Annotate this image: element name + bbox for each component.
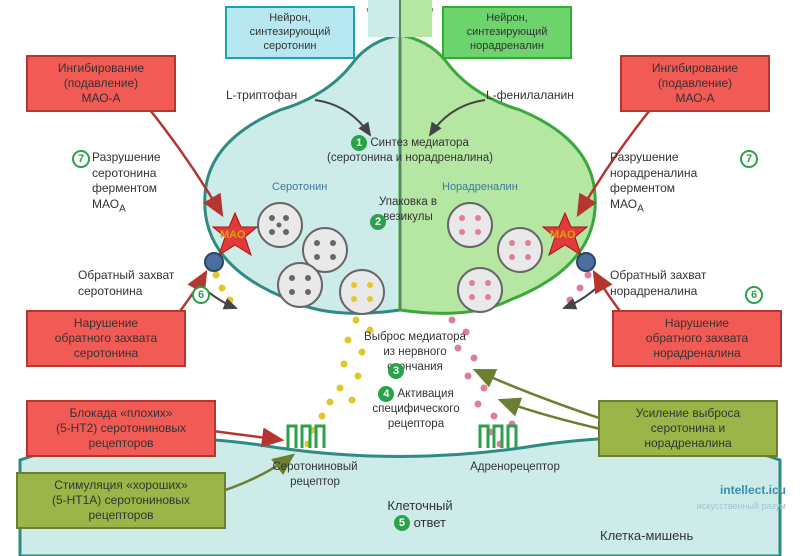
box-reuptake-left: Нарушениеобратного захватасеротонина [26,310,186,367]
step2-circle: 2 [370,214,386,230]
step1-circle: 1 [351,135,367,151]
adreno-receptor-label: Адренорецептор [455,460,575,475]
cell-response: Клеточный 5 ответ [360,498,480,532]
label-noradrenaline: Норадреналин [442,180,518,194]
step7-circle-r: 7 [740,150,758,168]
box-inhibit-mao-left: Ингибирование(подавление)МАО‑А [26,55,176,112]
step3-circle: 3 [388,363,404,379]
box-stim-5ht1a: Стимуляция «хороших»(5‑НТ1А) серотонинов… [16,472,226,529]
neuron-box-left: Нейрон,синтезирующийсеротонин [225,6,355,59]
target-cell-label: Клетка‑мишень [600,528,693,545]
mao-text-right: МАО [550,228,576,242]
box-block-5ht2: Блокада «плохих»(5‑НТ2) серотониновыхрец… [26,400,216,457]
internal-step2: Упаковка ввезикулы [348,195,468,225]
step7-circle-l: 7 [72,150,90,168]
internal-step1: 1 Синтез медиатора(серотонина и норадрен… [310,135,510,166]
watermark: intellect.icu искусственный разум [697,483,786,514]
box-inhibit-mao-right: Ингибирование(подавление)МАО‑А [620,55,770,112]
precursor-right: L‑фенилаланин [486,88,574,104]
sero-receptor-label: Серотониновыйрецептор [255,460,375,490]
arrow-block-5ht2 [205,430,282,440]
precursor-left: L‑триптофан [226,88,297,104]
step3-label: Выброс медиатораиз нервногоокончания [340,330,490,375]
box-enhance-release: Усиление выбросасеротонина инорадреналин… [598,400,778,457]
step6-circle-l: 6 [192,286,210,304]
step7-left: РазрушениесеротонинаферментомМАОА [92,150,212,215]
bouton-right [400,35,595,313]
neuron-box-right: Нейрон,синтезирующийнорадреналин [442,6,572,59]
step7-right: РазрушениенорадреналинаферментомМАОА [610,150,750,215]
label-serotonin: Серотонин [272,180,327,194]
step5-circle: 5 [394,515,410,531]
mao-text-left: МАО [220,228,246,242]
step4-label: 4 Активацияспецифическогорецептора [346,386,486,432]
box-reuptake-right: Нарушениеобратного захватанорадреналина [612,310,782,367]
reuptake-port-right [577,253,595,271]
step4-circle: 4 [378,386,394,402]
step6-circle-r: 6 [745,286,763,304]
